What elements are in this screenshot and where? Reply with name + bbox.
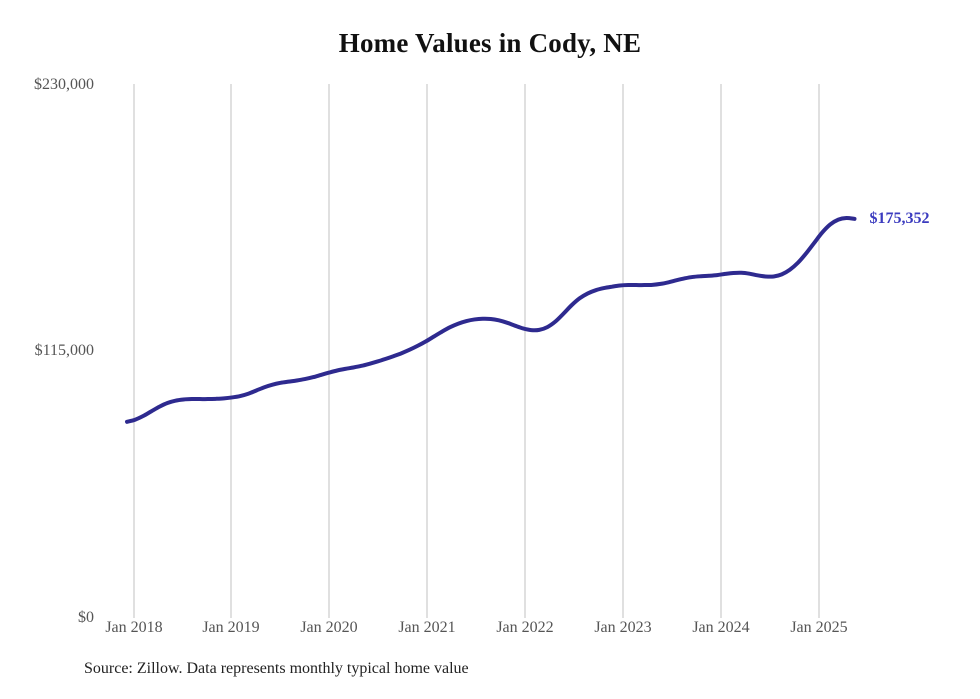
chart-title: Home Values in Cody, NE: [338, 28, 642, 58]
x-axis-tick-label: Jan 2025: [790, 619, 848, 636]
x-axis-tick-label: Jan 2020: [300, 619, 358, 636]
x-axis-tick-label: Jan 2022: [496, 619, 554, 636]
series-end-value-label: $175,352: [869, 209, 930, 227]
y-axis-tick-label: $230,000: [34, 76, 94, 93]
x-axis-tick-label: Jan 2021: [398, 619, 456, 636]
x-axis-tick-label: Jan 2024: [692, 619, 750, 636]
y-axis-tick-label: $115,000: [34, 342, 94, 359]
series-line-typical-home-value: [125, 215, 857, 424]
source-note: Source: Zillow. Data represents monthly …: [84, 660, 469, 677]
y-axis-tick-label: $0: [78, 609, 94, 626]
x-axis-tick-label: Jan 2018: [105, 619, 163, 636]
x-axis-tick-label: Jan 2019: [202, 619, 260, 636]
x-axis-tick-label: Jan 2023: [594, 619, 652, 636]
gridlines: [133, 84, 820, 618]
